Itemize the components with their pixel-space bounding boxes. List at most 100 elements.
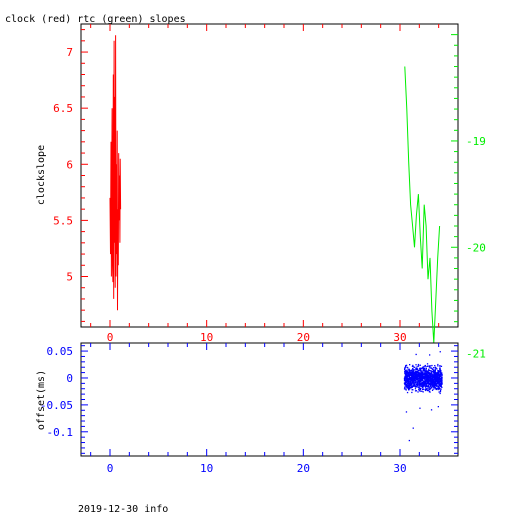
- offset-point: [403, 382, 406, 384]
- offset-point: [406, 369, 408, 371]
- offset-point: [425, 374, 427, 377]
- offset-point: [411, 369, 413, 371]
- offset-point: [405, 372, 407, 375]
- offset-point: [437, 379, 439, 381]
- slope-ytick-left-label: 5: [66, 271, 73, 284]
- offset-point: [434, 373, 436, 376]
- offset-point: [433, 376, 435, 378]
- offset-point: [415, 383, 417, 385]
- offset-point: [417, 374, 419, 377]
- offset-point: [425, 378, 428, 381]
- offset-point: [423, 382, 425, 384]
- offset-point: [426, 374, 428, 377]
- offset-point: [407, 370, 409, 373]
- offset-point: [417, 369, 419, 371]
- offset-point: [409, 379, 411, 381]
- offset-point: [412, 371, 414, 373]
- offset-point: [418, 375, 420, 377]
- offset-point: [405, 384, 407, 386]
- offset-point: [404, 386, 406, 388]
- offset-ytick-label: 0: [66, 372, 73, 385]
- offset-point: [414, 385, 416, 387]
- offset-point: [426, 382, 428, 385]
- offset-point: [434, 382, 437, 384]
- offset-point: [408, 370, 411, 372]
- offset-point: [437, 388, 439, 391]
- offset-point: [408, 380, 410, 382]
- offset-point: [415, 368, 418, 370]
- offset-point: [405, 389, 407, 391]
- offset-point: [431, 380, 433, 383]
- offset-point: [427, 374, 429, 377]
- offset-point: [435, 378, 438, 381]
- offset-point: [417, 371, 419, 374]
- offset-xtick-label: 20: [297, 462, 310, 475]
- offset-point: [423, 381, 425, 383]
- offset-point: [419, 382, 421, 384]
- offset-point: [433, 382, 435, 384]
- offset-point: [413, 372, 415, 374]
- offset-point: [427, 380, 429, 383]
- offset-point: [405, 386, 407, 388]
- offset-point: [431, 384, 433, 386]
- offset-point: [417, 381, 419, 383]
- offset-point: [418, 384, 420, 386]
- offset-panel-frame: [80, 342, 459, 457]
- offset-point: [429, 387, 431, 389]
- offset-point: [420, 375, 423, 377]
- offset-point: [441, 377, 443, 379]
- offset-point: [440, 380, 442, 382]
- offset-point: [424, 372, 426, 374]
- offset-point: [421, 390, 423, 392]
- offset-point: [434, 368, 436, 370]
- offset-point: [428, 376, 431, 378]
- offset-point: [438, 388, 440, 390]
- offset-point: [439, 369, 441, 371]
- offset-point: [419, 374, 421, 376]
- offset-point: [409, 382, 411, 384]
- offset-point: [428, 377, 430, 379]
- offset-point: [441, 374, 443, 376]
- offset-point: [434, 387, 437, 389]
- offset-point: [416, 381, 418, 383]
- offset-point: [440, 382, 442, 385]
- offset-point: [425, 375, 427, 377]
- offset-point: [405, 382, 407, 384]
- offset-point: [422, 384, 424, 386]
- offset-point: [426, 370, 428, 372]
- offset-point: [408, 388, 410, 390]
- offset-point: [425, 370, 427, 372]
- offset-point: [419, 390, 421, 392]
- offset-point: [408, 388, 411, 390]
- offset-point: [424, 383, 426, 385]
- offset-point: [409, 386, 412, 388]
- offset-point: [415, 384, 417, 386]
- offset-point: [440, 383, 442, 385]
- offset-point: [429, 388, 431, 391]
- offset-point: [427, 377, 429, 379]
- offset-point: [411, 391, 413, 394]
- offset-point: [415, 390, 418, 392]
- offset-point: [422, 367, 425, 369]
- offset-point: [418, 378, 421, 380]
- offset-point: [414, 377, 417, 379]
- offset-point: [404, 372, 406, 374]
- offset-point: [407, 383, 409, 385]
- offset-point: [416, 368, 419, 370]
- offset-point: [405, 364, 408, 367]
- offset-point: [411, 375, 413, 377]
- offset-point: [422, 384, 424, 387]
- slope-ytick-left-label: 7: [66, 46, 73, 59]
- offset-point: [410, 378, 412, 380]
- offset-point: [414, 390, 417, 392]
- offset-point: [436, 372, 438, 374]
- offset-point: [433, 381, 435, 383]
- offset-point: [411, 379, 413, 381]
- offset-point: [432, 386, 434, 388]
- offset-point: [412, 383, 414, 385]
- offset-point: [405, 376, 407, 378]
- offset-point: [415, 372, 417, 374]
- offset-point: [433, 378, 435, 380]
- offset-point: [438, 391, 440, 393]
